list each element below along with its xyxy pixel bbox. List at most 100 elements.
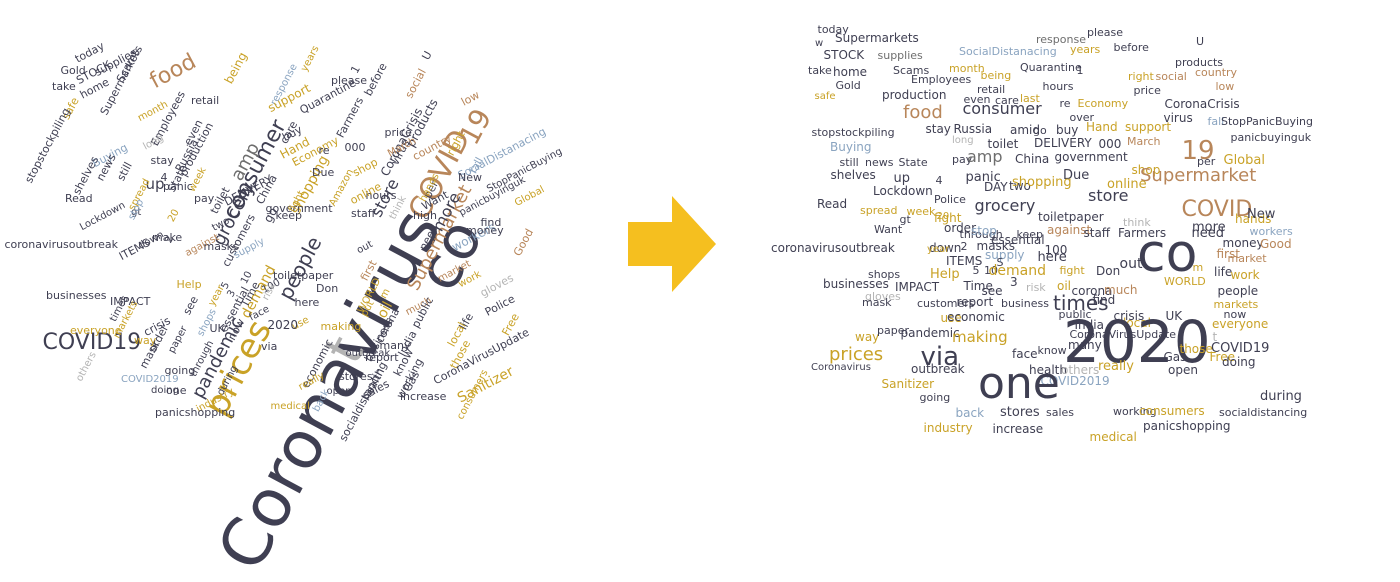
right-word: STOCK bbox=[823, 48, 865, 62]
right-arrow-icon bbox=[628, 196, 716, 292]
right-word: Good bbox=[1260, 237, 1292, 251]
right-word: Gas bbox=[1163, 350, 1187, 364]
left-word: increase bbox=[400, 389, 447, 403]
left-word: 000 bbox=[344, 140, 366, 154]
left-word: low bbox=[458, 87, 482, 109]
right-word: panicbuyinguk bbox=[1230, 130, 1312, 144]
right-word: hands bbox=[1235, 212, 1272, 226]
left-word: Read bbox=[65, 191, 93, 205]
right-word: corona bbox=[1071, 284, 1113, 298]
right-word: making bbox=[952, 327, 1008, 346]
left-word: doing bbox=[151, 385, 179, 396]
right-word: back bbox=[955, 406, 985, 420]
left-word: report bbox=[365, 350, 399, 364]
right-word: 2020 bbox=[1063, 308, 1211, 376]
right-word: public bbox=[1058, 307, 1092, 321]
left-word: see bbox=[179, 293, 201, 317]
right-word: DELIVERY bbox=[1034, 136, 1092, 150]
right-word: year bbox=[927, 244, 950, 255]
right-word: way bbox=[855, 330, 880, 344]
right-word: Read bbox=[817, 197, 848, 211]
right-word: m bbox=[1192, 260, 1204, 274]
right-word: food bbox=[903, 102, 943, 123]
right-word: social bbox=[1155, 69, 1187, 83]
left-word: staff bbox=[351, 206, 376, 220]
right-word: now bbox=[1223, 307, 1247, 321]
left-word: medical bbox=[270, 401, 310, 412]
left-word: price bbox=[384, 125, 412, 139]
right-word: open bbox=[1168, 363, 1198, 377]
right-word: much bbox=[1104, 283, 1138, 297]
right-word: buy bbox=[1056, 123, 1079, 137]
right-word: Supermarket bbox=[1140, 165, 1257, 186]
right-word: risk bbox=[1026, 280, 1046, 294]
left-word: retail bbox=[191, 93, 220, 107]
left-word: one bbox=[166, 383, 187, 397]
right-word: gt bbox=[899, 212, 911, 226]
right-word: others bbox=[1061, 363, 1100, 377]
right-word: COVID bbox=[1181, 197, 1253, 222]
left-word: 2020 bbox=[267, 318, 299, 332]
left-word: COVID2019 bbox=[121, 374, 179, 385]
right-word: here bbox=[1037, 249, 1067, 265]
left-word: 4 bbox=[160, 170, 168, 184]
left-word: high bbox=[413, 208, 437, 222]
right-word: everyone bbox=[1212, 317, 1269, 331]
right-word: panicshopping bbox=[1143, 419, 1231, 433]
right-word: socialdistancing bbox=[1219, 405, 1308, 419]
left-word: many bbox=[379, 338, 411, 352]
left-word: Due bbox=[312, 165, 335, 179]
left-word: please bbox=[331, 73, 368, 87]
left-word: COVID19 bbox=[42, 330, 142, 355]
left-word: outbreak bbox=[345, 348, 391, 359]
right-word: crisis bbox=[1113, 309, 1145, 323]
left-word: way bbox=[134, 333, 157, 347]
left-word: make bbox=[152, 230, 183, 244]
left-word: Don bbox=[316, 281, 339, 295]
right-word: ITEMS bbox=[946, 254, 983, 268]
right-word: really bbox=[1098, 358, 1134, 374]
right-word: COVID2019 bbox=[1040, 374, 1110, 388]
right-word: businesses bbox=[823, 277, 889, 291]
right-word: business bbox=[1001, 296, 1049, 310]
right-word: paper bbox=[877, 323, 909, 337]
left-word: Good bbox=[510, 226, 536, 258]
left-word: going bbox=[164, 363, 196, 377]
right-word: many bbox=[1068, 338, 1102, 352]
right-word: consumers bbox=[1139, 404, 1205, 418]
left-word: stores bbox=[339, 369, 373, 383]
right-word: being bbox=[980, 68, 1012, 82]
right-word: out bbox=[1119, 256, 1143, 272]
left-word: pay bbox=[194, 191, 215, 205]
right-word: China bbox=[1015, 152, 1050, 166]
right-word: sales bbox=[1046, 405, 1075, 419]
right-word: shops bbox=[868, 267, 901, 281]
right-word: shop bbox=[1131, 163, 1161, 177]
right-word: IMPACT bbox=[895, 280, 940, 294]
left-word: years bbox=[299, 44, 322, 74]
right-word: toiletpaper bbox=[1038, 210, 1104, 224]
left-word: everyone bbox=[70, 323, 122, 337]
left-word: gt bbox=[131, 207, 142, 218]
right-word: today bbox=[817, 22, 849, 36]
left-word: Help bbox=[176, 277, 202, 291]
right-word: grocery bbox=[974, 196, 1036, 215]
right-word: Help bbox=[930, 266, 960, 282]
right-word: work bbox=[1230, 268, 1260, 282]
right-word: stores bbox=[1000, 404, 1040, 420]
right-word: during bbox=[1260, 388, 1302, 404]
left-word: stopstockpiling bbox=[21, 105, 73, 185]
right-word: go bbox=[1033, 123, 1047, 137]
right-word: Economy bbox=[1077, 96, 1129, 110]
right-word: Free bbox=[1209, 350, 1235, 364]
left-word: government bbox=[265, 201, 333, 215]
right-word: keep bbox=[1016, 227, 1044, 241]
right-word: t bbox=[1212, 330, 1218, 344]
right-word: think bbox=[1123, 215, 1151, 229]
right-word: 4 bbox=[935, 173, 943, 187]
right-word: long bbox=[952, 135, 974, 146]
left-word: 1 bbox=[347, 62, 363, 76]
right-word: government bbox=[1054, 150, 1128, 164]
right-word: 3 bbox=[1010, 275, 1018, 289]
right-word: Supermarkets bbox=[835, 31, 919, 45]
